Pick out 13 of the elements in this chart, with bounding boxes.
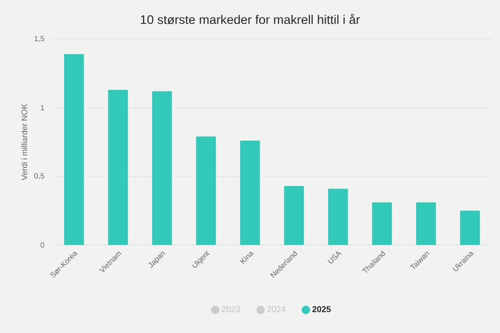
legend-label: 2025 [312,306,331,312]
bar [328,188,348,245]
bar [240,140,260,245]
bar [416,202,436,245]
bar [64,54,84,245]
bar [196,136,216,245]
bar [108,90,128,245]
bar [284,186,304,245]
bar [372,202,392,245]
chart-title: 10 største markeder for makrell hittil i år [140,14,360,24]
bar [460,210,480,245]
y-axis-title: Verdi i milliarder NOK [21,104,28,180]
bar [152,91,172,245]
